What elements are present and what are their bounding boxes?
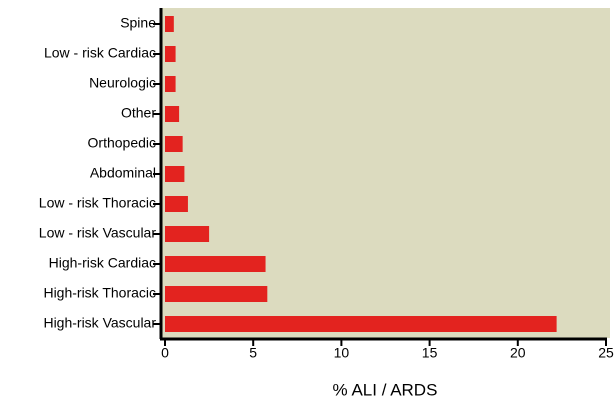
bar — [165, 16, 174, 32]
bar — [165, 256, 266, 272]
bar — [165, 196, 188, 212]
x-tick-label: 15 — [422, 345, 438, 361]
bar — [165, 136, 183, 152]
y-tick-label: Low - risk Cardiac — [44, 45, 156, 61]
y-tick-label: High-risk Thoracic — [43, 285, 156, 301]
bar — [165, 286, 268, 302]
bar — [165, 166, 185, 182]
bar — [165, 316, 557, 332]
y-tick-label: Neurologic — [89, 75, 156, 91]
bar — [165, 76, 176, 92]
x-axis-label: % ALI / ARDS — [333, 380, 438, 399]
x-tick-label: 0 — [161, 345, 169, 361]
x-tick-label: 5 — [249, 345, 257, 361]
y-tick-label: High-risk Cardiac — [49, 255, 156, 271]
bar — [165, 106, 180, 122]
bar — [165, 46, 176, 62]
y-tick-label: High-risk Vascular — [43, 315, 156, 331]
y-tick-label: Low - risk Vascular — [39, 225, 157, 241]
y-tick-label: Orthopedic — [88, 135, 156, 151]
y-tick-label: Other — [121, 105, 156, 121]
y-tick-label: Low - risk Thoracic — [39, 195, 156, 211]
y-tick-label: Spine — [120, 15, 156, 31]
y-tick-label: Abdominal — [90, 165, 156, 181]
x-tick-label: 20 — [510, 345, 526, 361]
bar — [165, 226, 210, 242]
plot-background — [160, 8, 610, 338]
x-tick-label: 10 — [334, 345, 350, 361]
x-tick-label: 25 — [598, 345, 614, 361]
